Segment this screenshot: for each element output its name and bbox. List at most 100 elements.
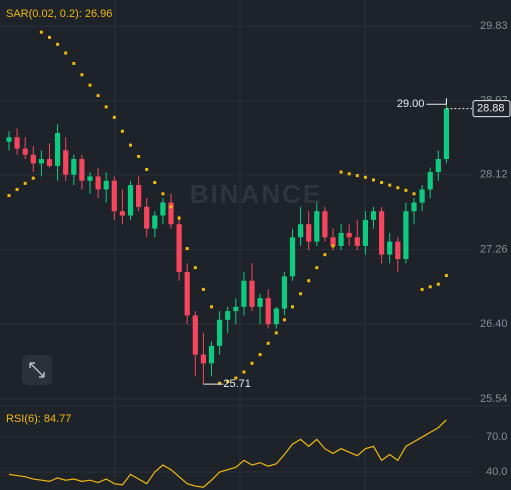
sar-dot	[153, 181, 157, 185]
sar-dot	[380, 181, 384, 185]
candle-body	[14, 137, 20, 149]
candle-body	[95, 176, 101, 190]
sar-dot	[161, 192, 165, 196]
sar-dot	[210, 305, 213, 309]
candle-body	[87, 176, 93, 181]
sar-dot	[226, 380, 230, 384]
sar-dot	[169, 205, 173, 209]
candle-body	[136, 185, 142, 207]
y-tick-label: 25.54	[480, 393, 508, 405]
candle-body	[298, 224, 304, 238]
y-tick-label: 27.26	[480, 243, 508, 255]
sar-label: SAR(0.02, 0.2): 26.96	[6, 8, 112, 20]
candle-body	[273, 308, 279, 325]
candle-body	[217, 319, 223, 346]
sar-dot	[274, 331, 278, 335]
sar-dot	[137, 154, 141, 158]
candle-body	[395, 241, 401, 259]
sar-dot	[444, 274, 448, 278]
expand-button[interactable]	[22, 355, 52, 385]
candle-body	[71, 159, 77, 175]
sar-dot	[31, 176, 35, 180]
sar-dot	[145, 167, 149, 171]
candle-body	[265, 298, 271, 325]
sar-dot	[242, 370, 246, 374]
candle-body	[160, 202, 166, 216]
sar-dot	[56, 42, 60, 46]
candle-body	[379, 211, 385, 255]
candle-body	[55, 132, 61, 166]
sar-dot	[120, 129, 124, 133]
last-price-box	[472, 100, 511, 118]
sar-dot	[15, 187, 19, 191]
sar-dot	[39, 30, 43, 34]
rsi-line	[8, 419, 447, 488]
candle-body	[127, 185, 134, 216]
candle-body	[330, 237, 336, 246]
candle-body	[281, 276, 287, 309]
candle-body	[289, 237, 296, 277]
high-label: 29.00	[397, 98, 425, 110]
sar-dot	[355, 174, 359, 178]
candle-body	[208, 345, 215, 364]
sar-dot	[88, 83, 92, 87]
sar-dot	[388, 183, 392, 187]
candle-body	[111, 180, 117, 212]
sar-dot	[218, 381, 222, 385]
sar-dot	[307, 279, 311, 283]
candle-body	[225, 311, 231, 320]
sar-dot	[177, 216, 181, 220]
sar-dot	[323, 253, 327, 257]
last-price-label: 28.88	[477, 103, 505, 115]
candle-body	[144, 206, 150, 229]
candle-body	[362, 219, 368, 246]
y-tick-label: 28.12	[480, 169, 508, 181]
sar-dot	[80, 73, 84, 77]
candle-body	[200, 354, 206, 364]
candle-body	[30, 154, 36, 164]
sar-dot	[129, 143, 132, 147]
sar-dot	[412, 192, 416, 196]
candle-body	[119, 211, 125, 216]
candle-body	[443, 108, 449, 160]
sar-dot	[64, 51, 68, 55]
sar-dot	[396, 186, 400, 190]
y-tick-label: 26.40	[480, 318, 508, 330]
candle-body	[192, 315, 198, 355]
expand-icon[interactable]	[29, 362, 45, 378]
candle-body	[427, 172, 433, 190]
sar-dot	[193, 266, 197, 270]
candle-body	[435, 159, 441, 173]
sar-dot	[347, 172, 351, 176]
sar-dot	[404, 188, 408, 192]
candle-body	[241, 280, 247, 307]
candle-body	[233, 306, 239, 312]
sar-dot	[234, 376, 238, 380]
low-label: 25.71	[223, 378, 251, 390]
sar-dot	[299, 292, 303, 296]
candle-body	[322, 211, 328, 238]
sar-dot	[112, 115, 116, 119]
candle-body	[370, 211, 377, 220]
sar-dot	[436, 282, 440, 286]
watermark: BINANCE	[190, 179, 322, 209]
sar-dot	[72, 61, 76, 65]
candle-body	[63, 150, 69, 175]
candle-body	[419, 189, 425, 203]
candle-body	[387, 241, 393, 255]
sar-dot	[331, 244, 335, 248]
candle-body	[6, 137, 12, 142]
sar-dot	[23, 181, 27, 185]
rsi-label: RSI(6): 84.77	[6, 413, 71, 425]
sar-dot	[250, 361, 254, 365]
sar-dot	[266, 341, 270, 345]
candle-body	[411, 202, 417, 212]
candle-body	[314, 211, 320, 242]
candle-body	[46, 159, 53, 166]
sar-dot	[7, 194, 11, 198]
sar-dot	[48, 35, 51, 39]
sar-dot	[420, 287, 424, 291]
candle-body	[152, 215, 158, 229]
